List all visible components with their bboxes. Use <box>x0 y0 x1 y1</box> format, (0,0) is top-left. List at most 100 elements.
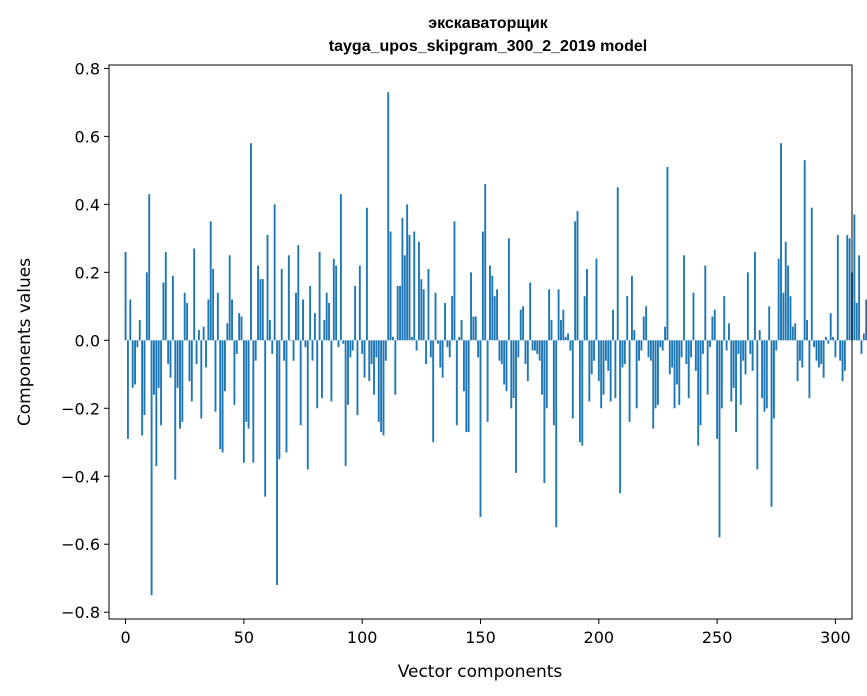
bar-223 <box>652 340 655 429</box>
bar-249 <box>713 309 716 341</box>
bar-250 <box>716 340 719 439</box>
bar-235 <box>680 340 683 358</box>
bar-107 <box>377 340 380 422</box>
bar-58 <box>261 279 264 341</box>
bar-88 <box>332 258 335 341</box>
bar-282 <box>791 326 794 341</box>
bar-24 <box>181 340 184 422</box>
bar-275 <box>775 340 778 351</box>
bar-155 <box>491 275 494 341</box>
bar-32 <box>200 340 203 419</box>
bar-196 <box>588 340 591 402</box>
x-axis-label: Vector components <box>398 662 563 682</box>
bar-82 <box>318 251 321 341</box>
bar-86 <box>328 302 330 341</box>
bar-213 <box>628 340 631 422</box>
bar-6 <box>138 319 141 341</box>
bar-40 <box>219 340 222 450</box>
bar-13 <box>155 340 158 467</box>
bar-268 <box>758 330 761 341</box>
bar-281 <box>789 296 792 341</box>
bar-226 <box>659 340 662 348</box>
bar-262 <box>744 340 747 375</box>
bar-57 <box>259 279 262 341</box>
bar-191 <box>576 211 579 341</box>
bar-201 <box>600 340 603 409</box>
bar-276 <box>777 258 780 341</box>
bar-76 <box>304 340 307 348</box>
bar-288 <box>806 319 808 341</box>
bar-256 <box>730 340 733 402</box>
bar-285 <box>799 340 801 361</box>
bar-267 <box>756 340 759 470</box>
bar-9 <box>145 272 148 341</box>
bar-290 <box>810 207 813 341</box>
bar-117 <box>401 217 404 341</box>
bar-85 <box>325 292 328 341</box>
bar-108 <box>380 340 383 433</box>
bar-225 <box>657 340 659 405</box>
bar-8 <box>143 340 146 416</box>
bar-60 <box>266 234 269 341</box>
chart-title-line-2: tayga_upos_skipgram_300_2_2019 model <box>329 38 647 55</box>
bar-95 <box>349 340 352 358</box>
bar-93 <box>344 340 347 467</box>
bar-112 <box>389 231 392 341</box>
bar-43 <box>226 323 229 341</box>
bar-305 <box>846 234 849 341</box>
bar-264 <box>749 340 752 354</box>
bar-125 <box>420 279 423 341</box>
bar-171 <box>529 282 532 341</box>
bar-104 <box>370 340 373 365</box>
x-tick-label: 300 <box>820 628 851 647</box>
x-tick-label: 0 <box>120 628 130 647</box>
bar-118 <box>403 255 406 341</box>
bar-266 <box>754 251 756 341</box>
x-tick-label: 50 <box>234 628 254 647</box>
bar-144 <box>465 340 468 433</box>
bar-301 <box>836 234 839 341</box>
bar-176 <box>541 340 543 395</box>
bar-300 <box>834 340 837 358</box>
bar-132 <box>436 340 439 344</box>
bar-230 <box>668 340 671 375</box>
bar-100 <box>361 340 364 354</box>
bar-42 <box>224 340 226 392</box>
bar-19 <box>169 340 172 378</box>
bar-139 <box>453 221 456 341</box>
bar-48 <box>238 313 241 341</box>
bar-96 <box>351 340 354 351</box>
bar-105 <box>373 340 375 395</box>
bar-74 <box>299 340 302 426</box>
bar-126 <box>422 289 425 341</box>
bar-310 <box>858 255 861 341</box>
bar-47 <box>235 340 238 354</box>
bar-62 <box>271 340 274 354</box>
bar-73 <box>297 245 300 341</box>
bar-238 <box>687 340 690 399</box>
bar-303 <box>841 340 844 382</box>
bar-11 <box>150 340 153 596</box>
bar-151 <box>481 231 484 341</box>
bar-168 <box>522 306 525 341</box>
bar-45 <box>231 299 233 341</box>
bar-244 <box>701 340 704 354</box>
bar-190 <box>574 221 577 341</box>
bar-270 <box>763 340 766 412</box>
bar-123 <box>415 340 418 351</box>
bar-143 <box>462 340 465 392</box>
bar-179 <box>548 289 551 341</box>
bar-18 <box>167 340 170 365</box>
bar-21 <box>174 340 177 480</box>
bar-207 <box>614 340 617 399</box>
bar-177 <box>543 340 546 484</box>
bar-274 <box>772 340 775 419</box>
bar-28 <box>190 340 193 402</box>
bar-312 <box>862 333 865 341</box>
bar-173 <box>533 340 536 351</box>
bar-148 <box>474 316 477 341</box>
y-tick-label: −0.6 <box>61 535 100 554</box>
bar-232 <box>673 340 676 409</box>
bar-248 <box>711 316 714 341</box>
bar-23 <box>179 340 181 429</box>
